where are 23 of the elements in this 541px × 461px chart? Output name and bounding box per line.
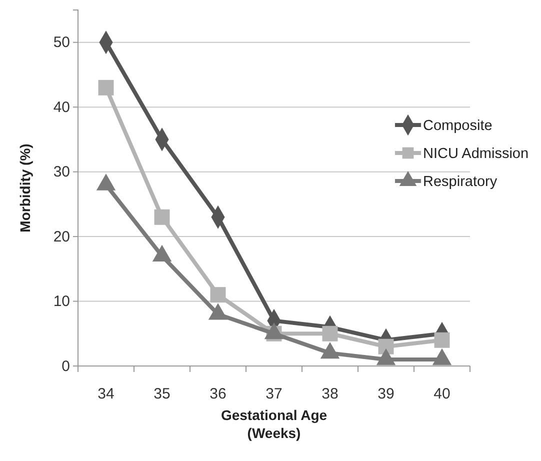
legend-label: Composite [423,118,492,134]
x-tick-label: 34 [98,386,114,403]
point [434,332,450,348]
point [210,287,226,303]
point [154,209,170,225]
x-axis-title: Gestational Age (Weeks) [220,407,328,442]
y-tick-label: 0 [62,358,70,375]
x-tick-label: 37 [266,386,282,403]
x-tick-label: 40 [434,386,450,403]
legend-label: Respiratory [423,174,498,190]
legend-label: NICU Admission [423,146,529,162]
y-tick-label: 10 [53,293,70,310]
point [98,80,114,96]
y-tick-label: 20 [53,228,70,246]
x-tick-label: 35 [154,386,170,403]
point [322,326,338,342]
y-tick-label: 50 [53,34,70,52]
y-tick-label: 40 [53,98,70,116]
y-tick-label: 30 [53,164,70,181]
x-tick-label: 39 [378,386,394,403]
x-tick-label: 36 [210,386,226,403]
x-tick-label: 38 [322,386,338,403]
y-axis-title: Morbidity (%) [17,144,33,232]
